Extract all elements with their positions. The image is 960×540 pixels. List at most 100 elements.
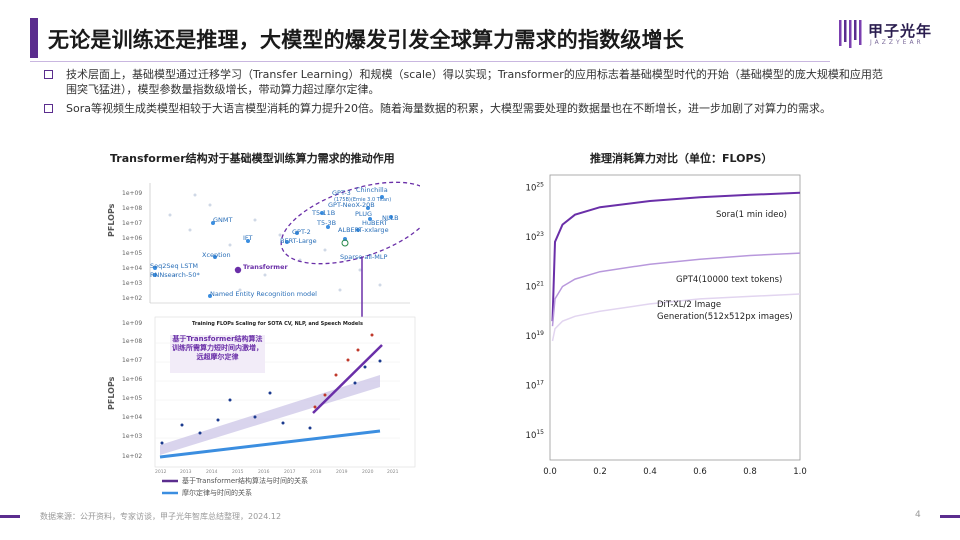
left-figure-title: Transformer结构对于基础模型训练算力需求的推动作用 [110, 152, 395, 165]
label-gptneox: GPT-NeoX-20B [328, 201, 375, 209]
y-tick-label: 1023 [526, 231, 545, 243]
y-tick-label: 1015 [526, 429, 545, 441]
label-ernie: (175B)(Ernie 3.0 Titan) [334, 197, 391, 203]
transformer-compute-figure: PFLOPs 1e+09 1e+08 1e+07 1e+06 1e+05 1e+… [107, 181, 420, 497]
transformer-steep-line [312, 344, 383, 414]
bottom-xtick: 2021 [387, 469, 399, 475]
y-ticks: 1025 1023 1021 1019 1017 1015 [526, 181, 545, 441]
label-gpt2: GPT-2 [292, 228, 311, 236]
top-ytick: 1e+04 [122, 265, 142, 272]
title-accent-bar [30, 18, 38, 58]
series-label-dit-line2: Generation(512x512px images) [657, 312, 793, 322]
y-tick-label: 1017 [526, 380, 545, 392]
label-nllb: NLLB [382, 214, 399, 222]
bullet-list: 技术层面上，基础模型通过迁移学习（Transfer Learning）和规模（s… [44, 67, 884, 120]
top-scatter-plot: PFLOPs 1e+09 1e+08 1e+07 1e+06 1e+05 1e+… [107, 181, 420, 333]
bottom-ytick: 1e+03 [122, 433, 142, 440]
bottom-xtick: 2016 [258, 469, 270, 475]
title-divider [30, 61, 830, 62]
label-t5-11b: T5-11B [311, 209, 335, 217]
x-tick-label: 0.2 [593, 467, 607, 477]
highlight-ellipse [280, 181, 420, 265]
label-xception: Xception [202, 251, 231, 259]
label-gnmt: GNMT [213, 216, 233, 224]
y-tick-label: 1025 [526, 181, 545, 193]
label-ift: IFT [243, 234, 253, 242]
page-number: 4 [915, 510, 921, 520]
series-line-2 [551, 293, 801, 342]
logo-mark-icon [839, 20, 862, 48]
top-ytick: 1e+05 [122, 250, 142, 257]
bottom-ylabel: PFLOPs [107, 376, 116, 410]
legend-transformer: 基于Transformer结构算法与时间的关系 [182, 476, 308, 485]
page-title: 无论是训练还是推理，大模型的爆发引发全球算力需求的指数级增长 [48, 28, 684, 52]
left-legend: 基于Transformer结构算法与时间的关系 摩尔定律与时间的关系 [162, 476, 308, 497]
right-chart-title: 推理消耗算力对比（单位：FLOPS） [590, 152, 773, 165]
x-tick-label: 0.6 [693, 467, 707, 477]
bullet-item: Sora等视频生成类模型相较于大语言模型消耗的算力提升20倍。随着海量数据的积累… [44, 101, 884, 116]
bullet-square-icon [44, 70, 53, 79]
top-ytick: 1e+06 [122, 235, 142, 242]
x-ticks: 0.0 0.2 0.4 0.6 0.8 1.0 [543, 467, 807, 477]
label-gpt3: GPT-3 [332, 189, 351, 197]
top-ytick: 1e+08 [122, 205, 142, 212]
logo-text: 甲子光年 [868, 22, 933, 40]
chart-plot-area [549, 174, 801, 461]
x-tick-label: 1.0 [793, 467, 807, 477]
bottom-ytick: 1e+09 [122, 320, 142, 327]
bullet-square-icon [44, 104, 53, 113]
bottom-xtick: 2012 [155, 469, 167, 475]
legend-moore: 摩尔定律与时间的关系 [182, 488, 252, 497]
y-tick-label: 1019 [526, 330, 545, 342]
bullet-item: 技术层面上，基础模型通过迁移学习（Transfer Learning）和规模（s… [44, 67, 884, 97]
x-tick-label: 0.8 [743, 467, 757, 477]
logo: 甲子光年 JAZZYEAR [838, 18, 938, 50]
bottom-ytick: 1e+04 [122, 414, 142, 421]
top-ylabel: PFLOPs [107, 203, 116, 237]
label-albert: ALBERT-xxlarge [338, 226, 389, 234]
label-plug: PLUG [355, 210, 372, 218]
data-source: 数据来源：公开资料，专家访谈，甲子光年智库总结整理，2024.12 [40, 512, 282, 521]
inference-compute-chart: 1025 1023 1021 1019 1017 1015 0.0 0.2 0.4 0.6 0.8… [526, 174, 807, 477]
series-label-dit: DiT-XL/2 Image Generation(512x512px imag… [657, 300, 793, 322]
logo-subtext: JAZZYEAR [870, 39, 924, 46]
footer-accent-left [0, 515, 20, 518]
series-label-sora: Sora(1 min ideo) [716, 210, 787, 220]
label-rnnsearch: RNNsearch-50* [150, 271, 200, 279]
x-tick-label: 0.4 [643, 467, 657, 477]
label-ner: Named Entity Recognition model [210, 290, 317, 298]
top-ytick: 1e+09 [122, 190, 142, 197]
bottom-xtick: 2019 [336, 469, 348, 475]
inset-title: Training FLOPs Scaling for SOTA CV, NLP,… [192, 321, 363, 327]
bottom-xtick: 2014 [206, 469, 218, 475]
top-ytick: 1e+02 [122, 295, 142, 302]
series-label-dit-line1: DiT-XL/2 Image [657, 300, 721, 310]
bottom-xtick: 2018 [310, 469, 322, 475]
label-sparse-mlp: Sparse all-MLP [340, 253, 388, 261]
bottom-xtick: 2017 [284, 469, 296, 475]
moore-law-line [159, 429, 381, 459]
top-ytick: 1e+07 [122, 220, 142, 227]
y-tick-label: 1021 [526, 281, 545, 293]
series-lines [551, 191, 801, 342]
bottom-xtick: 2015 [232, 469, 244, 475]
label-t5-3b: T5-3B [316, 219, 336, 227]
label-hubert: HuBERT [362, 219, 388, 227]
bottom-xtick: 2020 [362, 469, 374, 475]
bottom-xtick: 2013 [180, 469, 192, 475]
label-chinchilla: Chinchilla [356, 186, 388, 194]
bottom-ytick: 1e+07 [122, 357, 142, 364]
label-transformer: Transformer [243, 263, 288, 271]
footer-accent-right [940, 515, 960, 518]
bullet-text: 技术层面上，基础模型通过迁移学习（Transfer Learning）和规模（s… [66, 68, 883, 96]
bottom-ytick: 1e+06 [122, 376, 142, 383]
series-line-1 [551, 252, 801, 327]
x-tick-label: 0.0 [543, 467, 557, 477]
bottom-ytick: 1e+05 [122, 395, 142, 402]
series-line-0 [551, 191, 801, 322]
label-seq2seq: Seq2Seq LSTM [150, 262, 198, 270]
bottom-ytick: 1e+02 [122, 453, 142, 460]
bullet-text: Sora等视频生成类模型相较于大语言模型消耗的算力提升20倍。随着海量数据的积累… [66, 102, 831, 115]
inset-annotation: 基于Transformer结构算法训练所需算力短时间内激增，远超摩尔定律 [172, 335, 263, 361]
label-bert: BERT-Large [280, 237, 317, 245]
